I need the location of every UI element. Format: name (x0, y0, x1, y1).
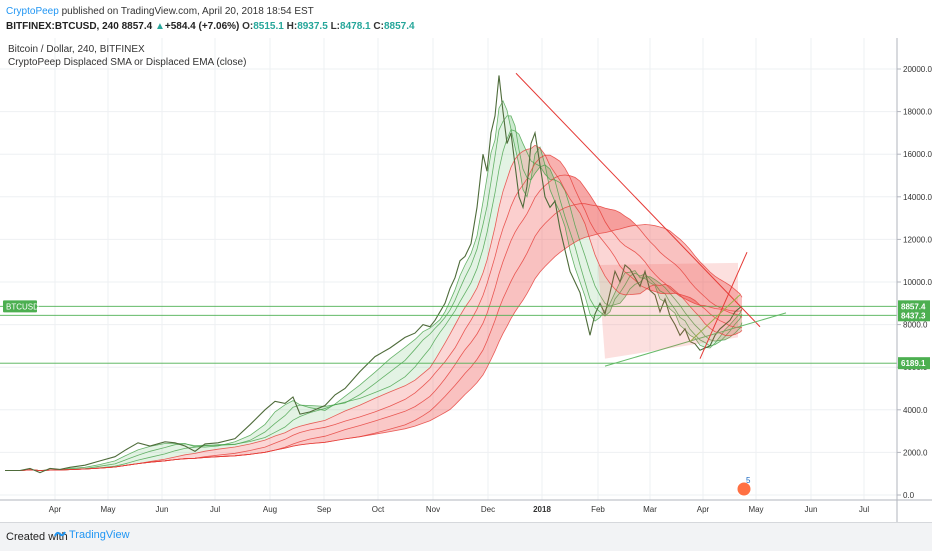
x-tick-label: Jul (859, 505, 869, 514)
symbol-tag-label: BTCUSD (6, 302, 39, 311)
price-tag-label: 8437.3 (901, 311, 926, 320)
last-price: 8857.4 (121, 21, 153, 32)
ma-line (5, 129, 743, 471)
footer: Created with TradingView (0, 522, 932, 551)
y-tick-label: 8000.0 (903, 321, 928, 330)
open-value: 8515.1 (253, 21, 284, 32)
legend-indicator: CryptoPeep Displaced SMA or Displaced EM… (8, 57, 246, 68)
x-tick-label: Jun (156, 505, 169, 514)
ma-line (5, 99, 743, 471)
x-tick-label: May (748, 505, 763, 514)
y-tick-label: 10000.0 (903, 278, 932, 287)
low-label: L: (330, 21, 341, 32)
symbol-label: BITFINEX:BTCUSD, 240 (6, 21, 119, 32)
x-tick-label: Dec (481, 505, 495, 514)
y-tick-label: 14000.0 (903, 193, 932, 202)
ma-band-fill (5, 145, 742, 471)
tradingview-brand: TradingView (69, 529, 130, 541)
ohlc-line: BITFINEX:BTCUSD, 240 8857.4 ▲+584.4 (+7.… (6, 21, 415, 32)
price-series (5, 75, 743, 474)
ma-line (5, 144, 743, 471)
event-marker[interactable]: 5 (736, 476, 752, 497)
support-trendline (604, 312, 787, 367)
ma-band-fill (5, 100, 742, 471)
high-value: 8937.5 (297, 21, 328, 32)
tradingview-logo-icon (54, 531, 66, 537)
price-line (5, 75, 743, 474)
x-tick-label: Apr (49, 505, 62, 514)
x-tick-label: Jul (210, 505, 220, 514)
high-label: H: (286, 21, 298, 32)
x-tick-label: Jun (805, 505, 818, 514)
price-tag-label: 6189.1 (901, 359, 926, 368)
up-arrow-icon: ▲ (154, 21, 165, 32)
x-tick-label: Apr (697, 505, 710, 514)
y-tick-label: 0.0 (903, 491, 915, 500)
channel-line (689, 294, 741, 343)
chart-area[interactable]: 0.02000.04000.06000.08000.010000.012000.… (0, 38, 932, 522)
y-tick-label: 16000.0 (903, 150, 932, 159)
symbol-tag-box (3, 300, 37, 313)
grid-lines (0, 38, 897, 500)
tradingview-link[interactable]: TradingView (54, 529, 130, 541)
price-axis[interactable]: 0.02000.04000.06000.08000.010000.012000.… (897, 65, 932, 500)
price-tag-box (898, 309, 930, 322)
x-tick-label: Feb (591, 505, 605, 514)
chart-header: CryptoPeep published on TradingView.com,… (0, 0, 932, 38)
breakout-line (699, 251, 748, 359)
time-axis[interactable]: Apr May Jun Jul Aug Sep Oct Nov Dec 2018 Feb Mar Apr… (49, 505, 870, 514)
x-tick-label: May (100, 505, 115, 514)
y-tick-label: 2000.0 (903, 448, 928, 457)
published-text: published on TradingView.com, April 20, … (58, 6, 314, 17)
ma-line (5, 224, 743, 471)
trend-drawings (0, 72, 897, 367)
ma-line (5, 154, 743, 471)
event-marker-icon[interactable] (736, 481, 752, 497)
y-tick-label: 20000.0 (903, 65, 932, 74)
price-tag-label: 8857.4 (901, 302, 926, 311)
x-tick-label: Nov (426, 505, 440, 514)
close-value: 8857.4 (383, 21, 415, 32)
price-change: +584.4 (+7.06%) (164, 21, 240, 32)
x-tick-label: Sep (317, 505, 332, 514)
y-tick-label: 4000.0 (903, 406, 928, 415)
ma-band-fill (5, 115, 742, 471)
price-chart[interactable]: 0.02000.04000.06000.08000.010000.012000.… (0, 38, 932, 522)
plot-background (0, 38, 897, 500)
price-tag-box (898, 357, 930, 370)
x-tick-label: Aug (263, 505, 277, 514)
close-label: C: (373, 21, 384, 32)
x-tick-label: Mar (643, 505, 657, 514)
created-with-text: Created with (6, 531, 68, 543)
publish-info: CryptoPeep published on TradingView.com,… (6, 6, 314, 17)
y-tick-label: 12000.0 (903, 235, 932, 244)
x-tick-label: 2018 (533, 505, 551, 514)
y-tick-label: 18000.0 (903, 108, 932, 117)
open-label: O: (242, 21, 254, 32)
low-value: 8478.1 (340, 21, 371, 32)
author-link[interactable]: CryptoPeep (6, 6, 59, 17)
legend-title: Bitcoin / Dollar, 240, BITFINEX (8, 44, 145, 55)
projection-zone (598, 262, 738, 359)
event-marker-label: 5 (746, 476, 751, 485)
x-tick-label: Oct (372, 505, 385, 514)
resistance-trendline (515, 72, 761, 328)
